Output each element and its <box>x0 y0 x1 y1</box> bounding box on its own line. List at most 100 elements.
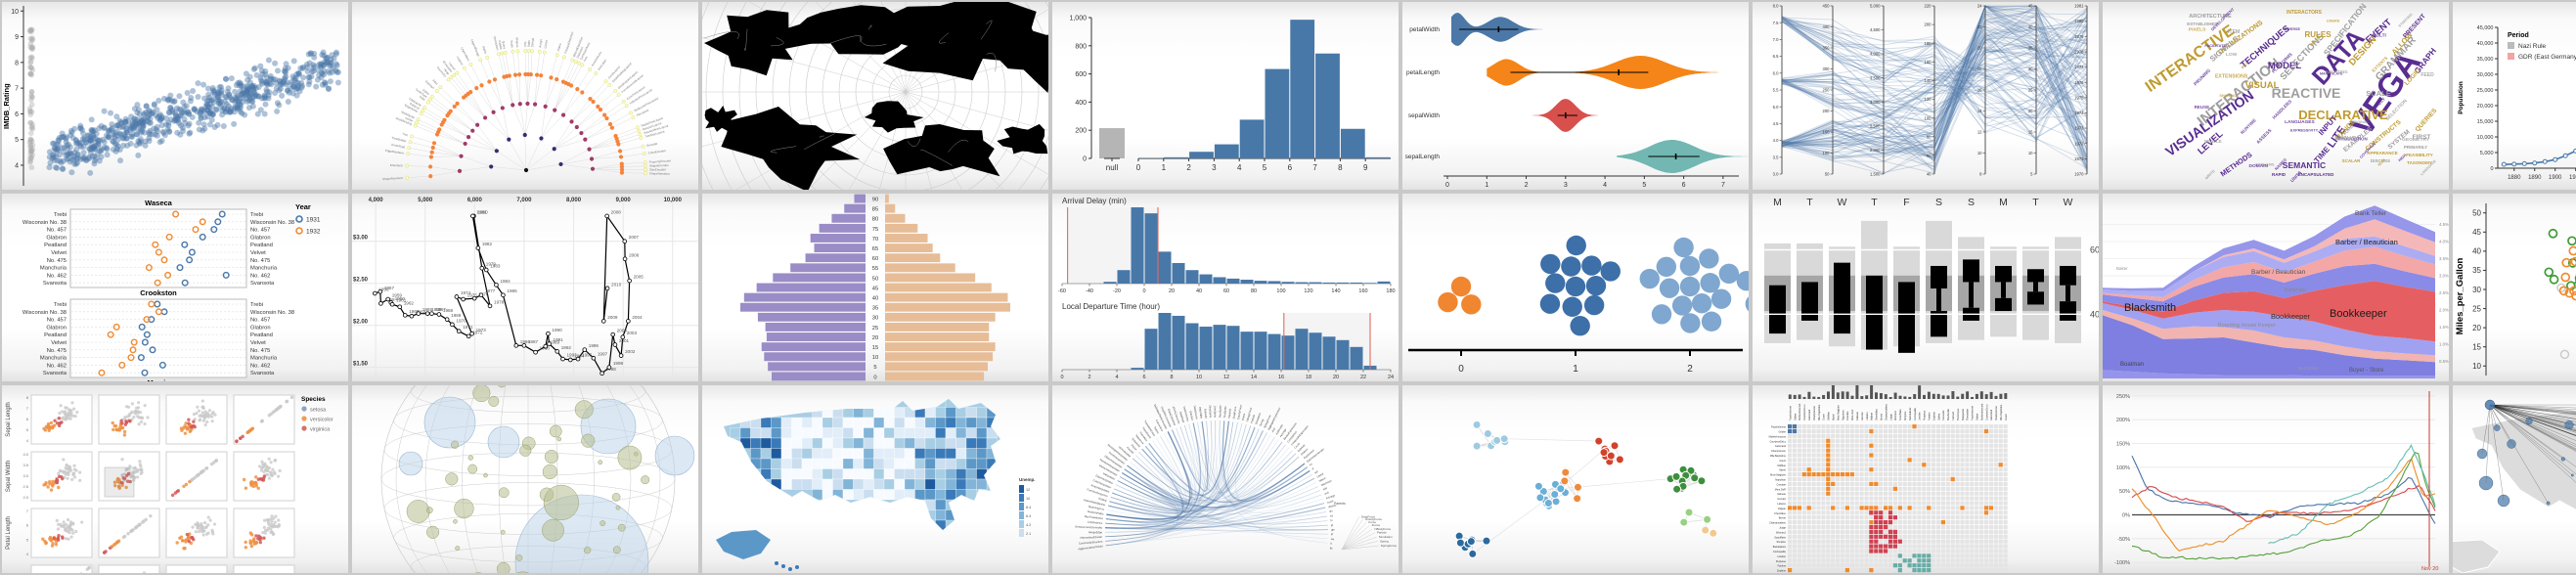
thumbnail-crossfilter-flights[interactable]: Arrival Delay (min) -60 -40 -20 0 20 40 60 80 100… <box>1052 194 1399 381</box>
svg-text:Cravatte: Cravatte <box>1777 483 1787 486</box>
svg-text:3.5: 3.5 <box>22 463 28 467</box>
svg-text:2000: 2000 <box>617 329 628 333</box>
svg-text:25: 25 <box>2472 304 2481 313</box>
svg-text:1973: 1973 <box>476 328 487 332</box>
svg-text:20: 20 <box>1169 288 1175 294</box>
svg-text:1975: 1975 <box>2074 95 2084 100</box>
svg-text:SHARING: SHARING <box>2219 93 2237 98</box>
thumbnail-weather-forecast[interactable]: M T W T F S S M T W 60 40 <box>1753 194 2099 381</box>
svg-text:6: 6 <box>1142 375 1145 380</box>
svg-text:Tree: Tree <box>402 132 409 138</box>
chart-word-cloud: VEGADATAINTERACTIVEINTERACTIONVISUALIZAT… <box>2143 2 2439 183</box>
thumbnail-radial-tree[interactable]: ShapeRenderer IRenderer EdgeRenderer ArrowT… <box>352 2 698 190</box>
svg-text:SpringForce: SpringForce <box>1263 414 1272 428</box>
svg-text:140: 140 <box>1925 78 1932 83</box>
svg-text:Count: Count <box>2005 414 2008 420</box>
svg-text:Bamatabois: Bamatabois <box>1909 407 1912 420</box>
thumbnail-histogram-null[interactable]: 0 200 400 600 800 1,000 null 0 1 2 3 4 5 6 7 8 9 <box>1052 2 1399 190</box>
thumbnail-falkensee-population[interactable]: Population of Falkensee05,00010,00015,00… <box>2453 2 2576 190</box>
svg-text:Glabron: Glabron <box>46 325 67 331</box>
svg-text:10: 10 <box>1026 497 1030 501</box>
thumbnail-edge-bundling[interactable]: AgglomerativeCluster CommunityStructure Hi… <box>1052 385 1399 573</box>
svg-text:Cochepaille: Cochepaille <box>1773 551 1787 553</box>
svg-text:MotherInnocent: MotherInnocent <box>1799 403 1801 420</box>
svg-text:1981: 1981 <box>2074 4 2084 9</box>
svg-text:1969: 1969 <box>451 313 462 318</box>
thumbnail-force-directed-graph[interactable] <box>1402 385 1749 573</box>
svg-text:18: 18 <box>1977 66 1982 71</box>
svg-text:Champmathieu: Champmathieu <box>1769 522 1787 525</box>
svg-text:1975: 1975 <box>467 293 478 298</box>
svg-text:MAY: MAY <box>2241 62 2249 70</box>
thumbnail-earthquakes-globe[interactable] <box>352 385 698 573</box>
thumbnail-airport-connections[interactable] <box>2453 385 2576 573</box>
svg-text:REUSE: REUSE <box>2195 105 2210 110</box>
svg-text:1880: 1880 <box>2508 175 2521 181</box>
svg-text:10: 10 <box>1196 375 1202 380</box>
svg-text:4.0: 4.0 <box>1773 138 1779 143</box>
svg-text:Average: Average <box>1278 427 1287 438</box>
svg-text:3.0: 3.0 <box>22 473 28 478</box>
svg-text:20,000: 20,000 <box>2477 104 2494 110</box>
svg-text:4,000: 4,000 <box>369 198 384 203</box>
svg-text:1: 1 <box>1162 163 1167 172</box>
svg-text:3.5: 3.5 <box>1773 155 1779 159</box>
chart-airport-connections <box>2453 399 2576 573</box>
svg-text:Trebi: Trebi <box>54 212 67 218</box>
chart-adjacency-matrix: Fauchelevent Gribier MotherInnocent Countes… <box>1769 385 2008 573</box>
thumbnail-parallel-coordinates[interactable]: 3.0 3.5 4.0 4.5 5.0 5.5 6.0 6.5 7.0 7.5 8.0 50 100 15… <box>1753 2 2099 190</box>
svg-text:Velvet: Velvet <box>250 250 266 256</box>
svg-text:1968: 1968 <box>443 308 454 313</box>
svg-text:1991: 1991 <box>554 337 564 342</box>
svg-text:60: 60 <box>2090 245 2099 255</box>
svg-text:Geborand: Geborand <box>1808 409 1811 420</box>
thumbnail-violin-plot[interactable]: 0 1 2 3 4 5 6 7 petalWidth petalLength sepalWidth s… <box>1402 2 1749 190</box>
thumbnail-world-map[interactable] <box>702 2 1048 190</box>
svg-text:Dahlia: Dahlia <box>1937 413 1940 420</box>
svg-text:Period: Period <box>2508 32 2529 39</box>
svg-text:DragForce: DragForce <box>1361 514 1376 518</box>
svg-text:7.0: 7.0 <box>1773 37 1779 42</box>
svg-text:1999: 1999 <box>613 361 624 366</box>
svg-text:Gribier: Gribier <box>1778 431 1786 434</box>
svg-text:4: 4 <box>26 438 29 443</box>
svg-text:SpringForce: SpringForce <box>1381 544 1398 548</box>
thumbnail-beeswarm-plot[interactable]: 0 1 2 <box>1402 194 1749 381</box>
svg-text:ROBUST: ROBUST <box>2335 137 2355 143</box>
thumbnail-word-cloud[interactable]: VEGA DATA INTERACTIVE INTERACTION VISUALIZAT… <box>2103 2 2449 190</box>
thumbnail-adjacency-matrix[interactable]: Fauchelevent Gribier MotherInnocent Countes… <box>1753 385 2099 573</box>
svg-text:Trebi: Trebi <box>250 212 263 218</box>
thumbnail-splom-iris[interactable]: Sepal Length 8 7 6 5 4 Sepal Width 4.0 3.5 3.0 2.5… <box>2 385 348 573</box>
thumbnail-job-voyager-streamgraph[interactable]: 0.5% 1.0% 1.5% 2.0% 2.5% 3.0% 3.5% 4.0% 4.5% Blac… <box>2103 194 2449 381</box>
svg-text:Listolier: Listolier <box>1919 412 1922 420</box>
svg-text:1965: 1965 <box>422 307 433 312</box>
svg-text:1985: 1985 <box>507 288 517 293</box>
thumbnail-county-unemployment-choropleth[interactable]: Unemp. 12 10 8.4 6.4 4.2 2.1 <box>702 385 1048 573</box>
svg-text:220: 220 <box>1925 4 1932 9</box>
svg-text:20: 20 <box>872 335 878 341</box>
svg-text:Literal: Literal <box>1316 471 1325 478</box>
svg-text:8,000: 8,000 <box>566 198 582 203</box>
svg-text:8.4: 8.4 <box>1026 506 1031 509</box>
thumbnail-stock-index-chart[interactable]: 250% 200% 150% 100% 50% 0% -50% -100% Nov 20 <box>2103 385 2449 573</box>
svg-text:1971: 1971 <box>463 325 473 330</box>
thumbnail-scatterplot-null-values[interactable]: 4 5 6 7 8 9 10 IMDB_Rating <box>2 2 348 190</box>
svg-text:1978: 1978 <box>2074 50 2084 55</box>
thumbnail-interactive-legend-scatter[interactable]: 10 15 20 25 30 35 40 45 50 Miles_per_Gallon <box>2453 194 2576 381</box>
svg-text:1978: 1978 <box>494 299 505 304</box>
svg-text:Particle: Particle <box>1377 531 1387 535</box>
thumbnail-population-pyramid[interactable]: 90 85 80 75 70 65 60 55 50 45 40 35 30 25 20 15 10 5 0 <box>702 194 1048 381</box>
svg-text:14: 14 <box>1251 375 1257 380</box>
svg-text:null: null <box>1106 163 1119 172</box>
svg-text:40: 40 <box>2028 24 2033 29</box>
thumbnail-barley-trellis[interactable]: Waseca Trebi Trebi Wisconsin No. 38 Wisconsi… <box>2 194 348 381</box>
svg-text:IsA: IsA <box>1313 469 1319 475</box>
svg-text:Champtercier: Champtercier <box>1813 406 1816 420</box>
svg-text:distinct: distinct <box>1328 504 1337 509</box>
thumbnail-connected-scatterplot-driving[interactable]: 4,000 5,000 6,000 7,000 8,000 9,000 10,000 $1.5… <box>352 194 698 381</box>
svg-text:0: 0 <box>1445 182 1449 189</box>
svg-text:1959: 1959 <box>392 293 403 298</box>
svg-text:Fauchelevent: Fauchelevent <box>1789 406 1792 420</box>
svg-text:1979: 1979 <box>486 262 497 267</box>
